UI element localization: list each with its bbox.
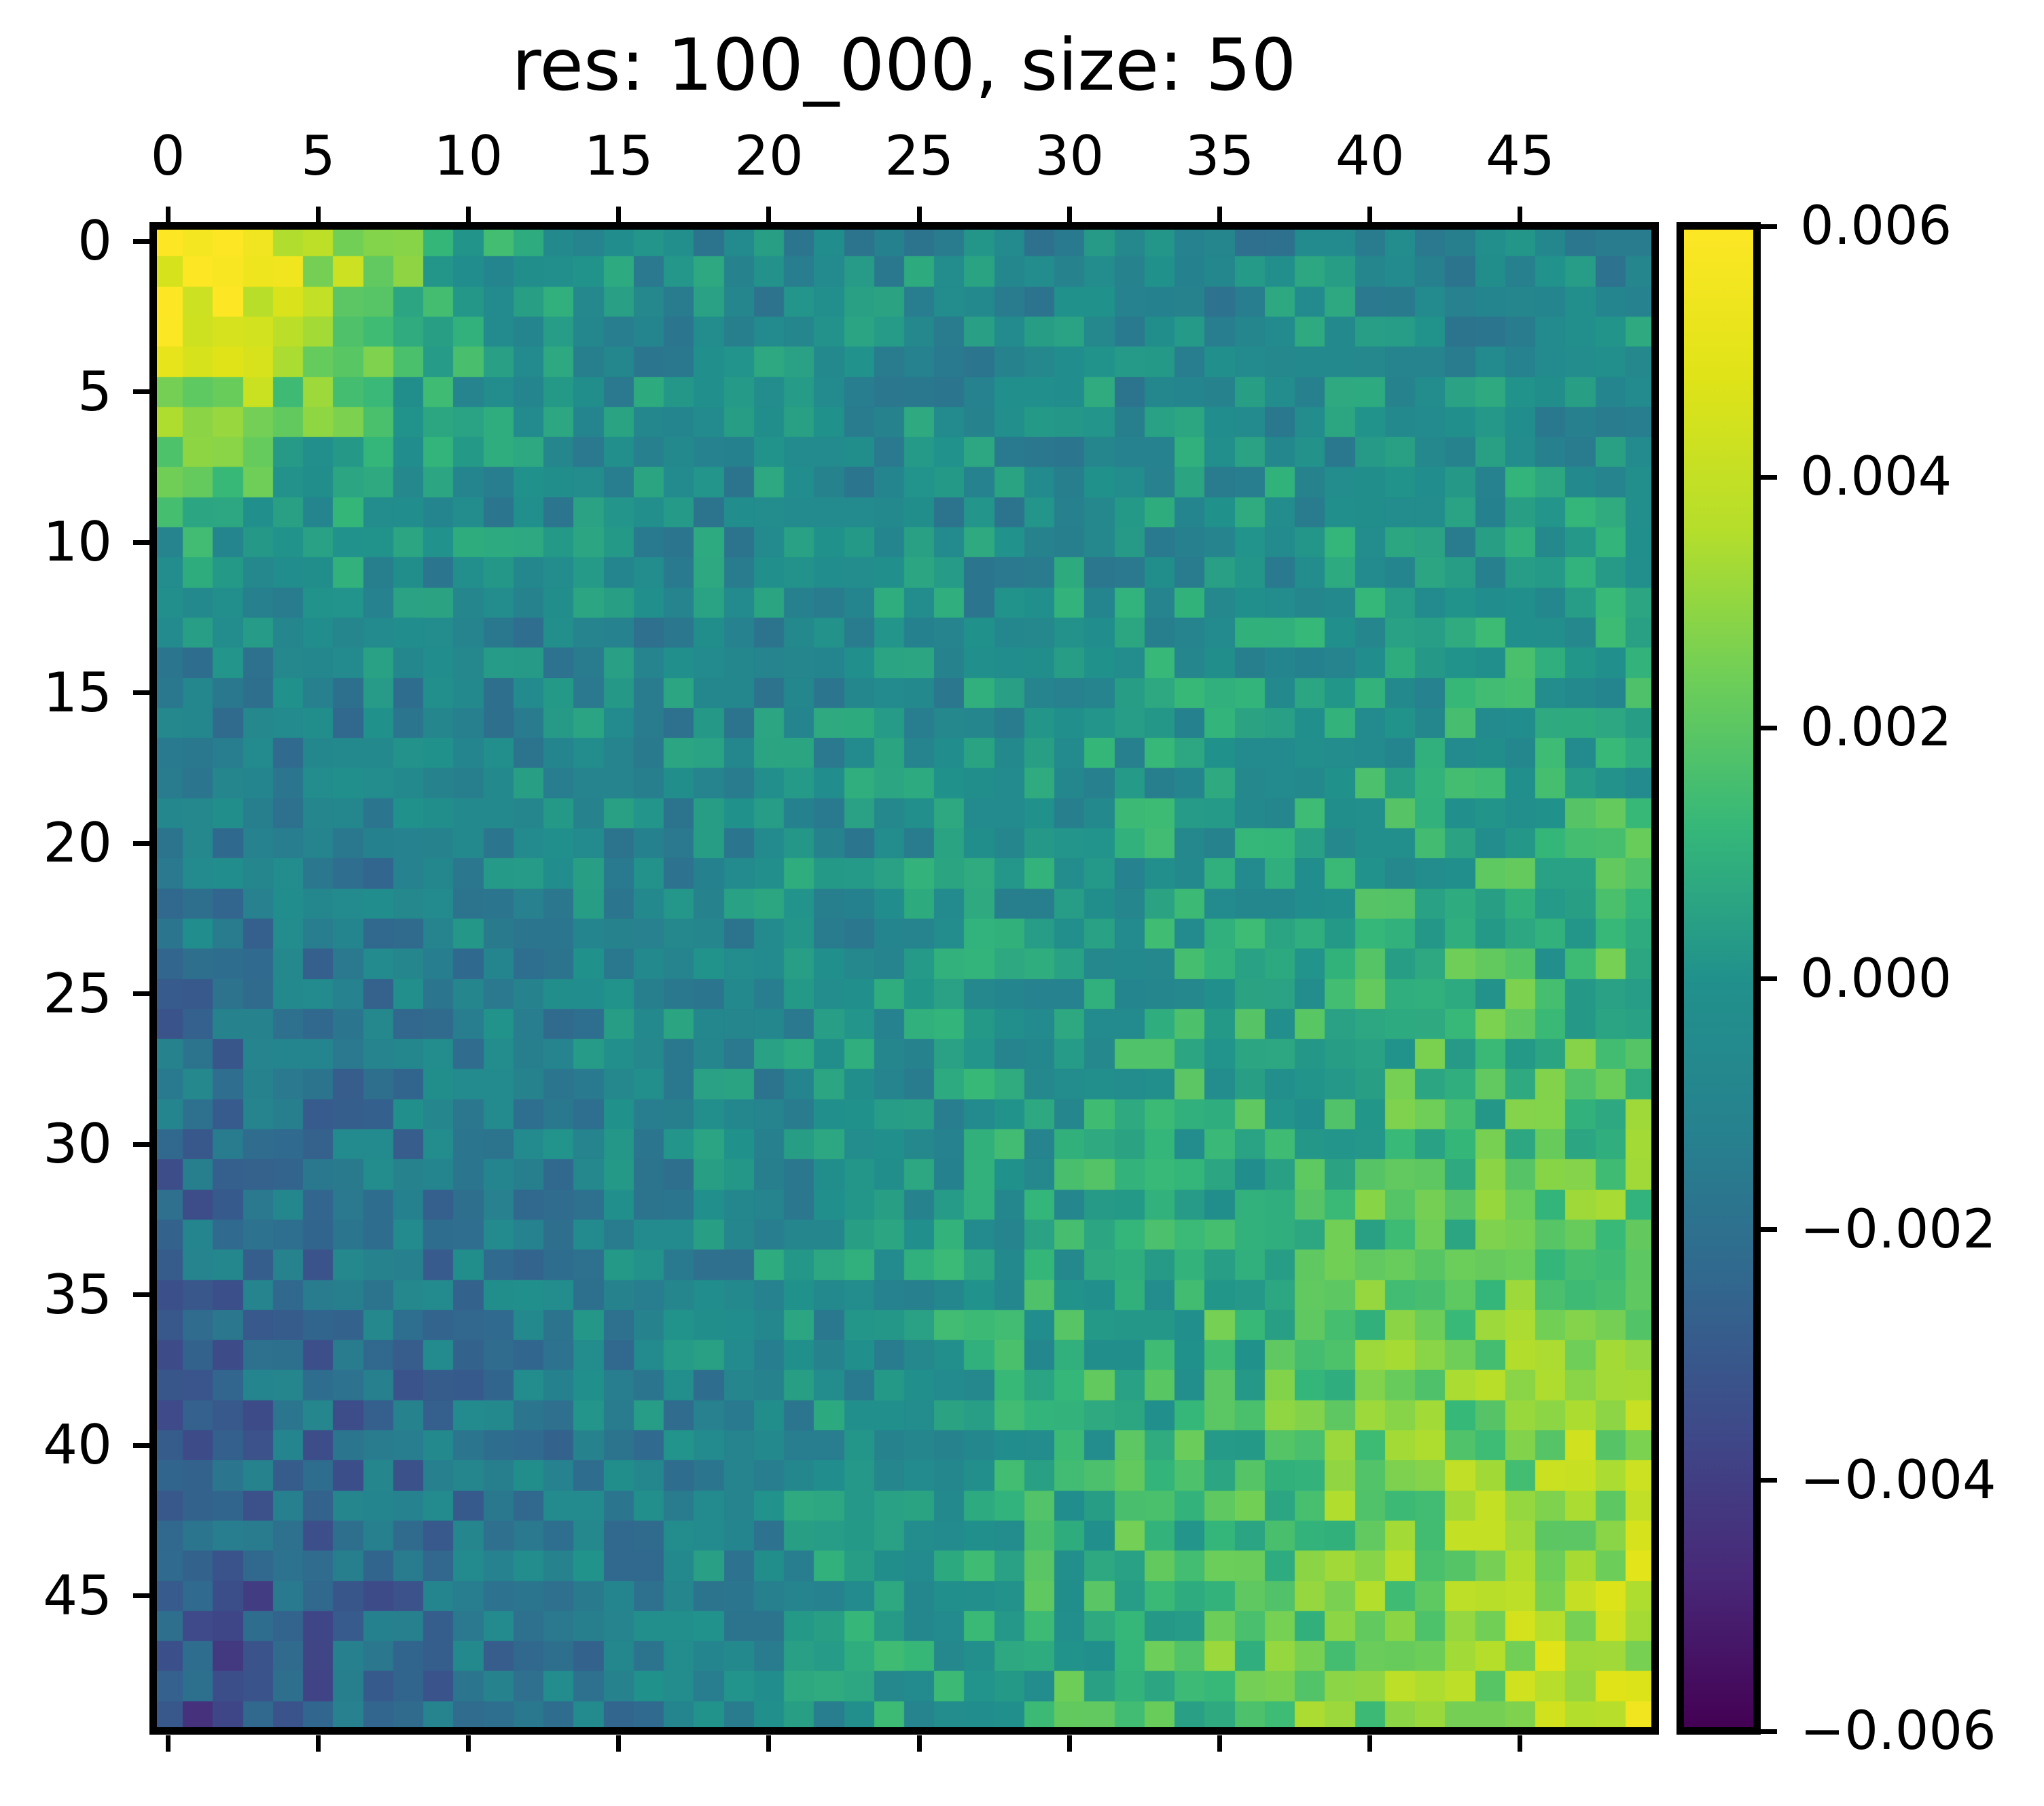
colorbar-frame [1677,222,1761,1735]
colorbar-gradient [1684,230,1753,1727]
y-tick-mark [132,690,149,696]
x-tick-mark-top [916,206,922,223]
x-tick-mark-top [1367,206,1373,223]
x-tick-mark-top [165,206,171,223]
x-tick-mark-top [1518,206,1523,223]
colorbar-tick-mark [1761,725,1777,730]
y-tick-mark [132,238,149,244]
x-tick-mark-top [766,206,772,223]
colorbar-tick-label: 0.002 [1800,697,1952,759]
x-tick-mark-bottom [766,1735,772,1752]
colorbar-tick-mark [1761,1729,1777,1734]
x-tick-mark-bottom [165,1735,171,1752]
colorbar-tick-mark [1761,1227,1777,1233]
y-tick-mark [132,1593,149,1599]
x-tick-mark-bottom [1217,1735,1223,1752]
y-tick-mark [132,1442,149,1448]
y-tick-mark [132,991,149,997]
colorbar-tick-label: −0.002 [1800,1199,1996,1260]
x-tick-mark-top [1066,206,1072,223]
y-tick-label: 30 [43,1112,112,1176]
y-tick-mark [132,840,149,846]
x-tick-label: 5 [300,124,336,188]
y-tick-label: 5 [77,359,112,423]
colorbar-tick-label: −0.004 [1800,1449,1996,1511]
x-tick-mark-bottom [1367,1735,1373,1752]
x-tick-label: 10 [433,124,503,188]
x-tick-mark-bottom [1518,1735,1523,1752]
y-tick-label: 40 [43,1413,112,1477]
colorbar-tick-mark [1761,474,1777,480]
chart-title: res: 100_000, size: 50 [512,24,1297,107]
y-tick-mark [132,1141,149,1147]
y-tick-label: 25 [43,961,112,1025]
colorbar-tick-mark [1761,976,1777,981]
y-tick-label: 15 [43,660,112,724]
x-tick-mark-top [1217,206,1223,223]
y-tick-label: 35 [43,1262,112,1326]
x-tick-mark-top [616,206,622,223]
x-tick-label: 20 [734,124,804,188]
x-tick-mark-bottom [1066,1735,1072,1752]
x-tick-label: 25 [884,124,954,188]
colorbar-tick-mark [1761,1478,1777,1483]
x-tick-mark-bottom [616,1735,622,1752]
y-tick-mark [132,389,149,395]
y-tick-mark [132,539,149,545]
plot-border [149,222,1659,1735]
x-tick-mark-bottom [315,1735,321,1752]
colorbar-tick-label: 0.000 [1800,948,1952,1010]
x-tick-mark-top [315,206,321,223]
y-tick-mark [132,1292,149,1298]
colorbar-tick-label: −0.006 [1800,1701,1996,1762]
y-tick-label: 0 [77,209,112,273]
x-tick-mark-bottom [466,1735,471,1752]
x-tick-label: 0 [150,124,185,188]
y-tick-label: 20 [43,811,112,875]
colorbar-tick-label: 0.004 [1800,446,1952,508]
y-tick-label: 45 [43,1563,112,1627]
x-tick-label: 40 [1335,124,1405,188]
x-tick-label: 30 [1035,124,1105,188]
x-tick-label: 35 [1185,124,1255,188]
y-tick-label: 10 [43,510,112,574]
x-tick-mark-bottom [916,1735,922,1752]
colorbar-tick-mark [1761,224,1777,229]
x-tick-label: 15 [584,124,653,188]
heatmap-image [153,226,1655,1731]
colorbar-tick-label: 0.006 [1800,196,1952,257]
x-tick-label: 45 [1486,124,1555,188]
x-tick-mark-top [466,206,471,223]
